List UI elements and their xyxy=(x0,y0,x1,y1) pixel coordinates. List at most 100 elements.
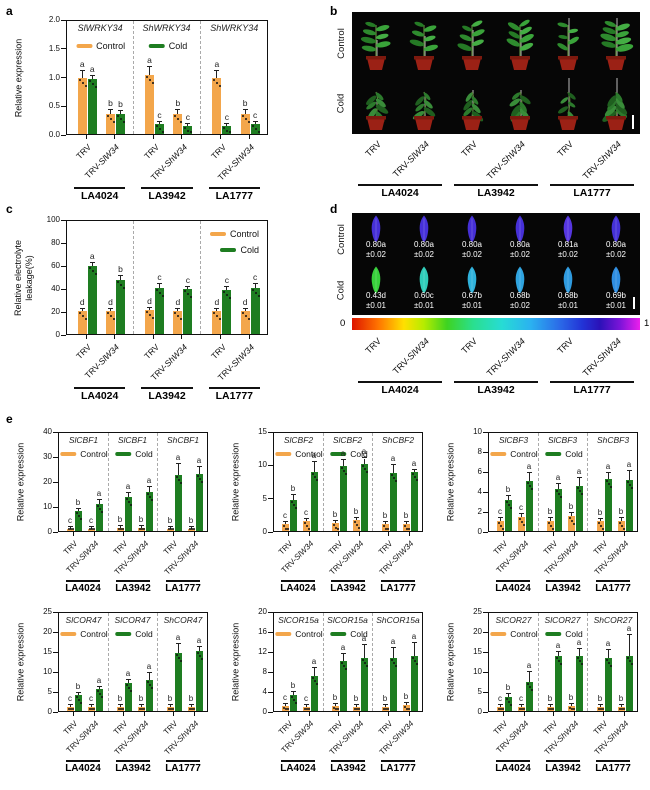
data-point-dot xyxy=(223,290,226,293)
y-axis-label: Relative expression xyxy=(444,612,456,712)
fvfm-value: 0.80a xyxy=(509,240,531,249)
treatment-gene: ShW34 xyxy=(499,336,528,364)
data-point-dot xyxy=(580,663,583,666)
data-point-dot xyxy=(403,706,406,709)
data-point-dot xyxy=(156,288,159,291)
genotype-underline xyxy=(116,580,150,582)
control-bar xyxy=(77,311,87,334)
plant-image xyxy=(506,19,534,70)
data-point-dot xyxy=(190,295,193,298)
plot-section: SlCBF3 xyxy=(538,433,588,531)
error-bar-cap xyxy=(361,643,367,645)
data-point-dot xyxy=(507,701,510,704)
y-tick-mark xyxy=(61,311,66,313)
error-bar xyxy=(69,526,71,529)
y-tick-mark xyxy=(483,651,488,653)
y-tick-mark xyxy=(61,48,66,50)
leaf-cell: 0.60c ±0.01 xyxy=(400,265,448,315)
y-tick-label: 20 xyxy=(51,307,60,316)
data-point-dot xyxy=(98,507,101,510)
genotype-underline xyxy=(208,387,260,389)
y-tick-label: 100 xyxy=(46,215,60,224)
plot-section: ShCOR27 xyxy=(588,613,638,711)
error-bar xyxy=(578,648,580,657)
plot-section: ShCBF1 xyxy=(158,433,208,531)
data-point-dot xyxy=(219,318,222,321)
sig-letter: b xyxy=(290,680,296,690)
cold-bar xyxy=(504,499,512,531)
genotype-underline xyxy=(141,187,193,189)
leaf-image xyxy=(611,215,621,243)
error-bar-cap xyxy=(547,517,553,519)
y-tick-mark xyxy=(483,531,488,533)
y-tick-label: 40 xyxy=(43,427,52,436)
genotype-label: LA4024 xyxy=(280,763,316,774)
cold-bar xyxy=(145,491,153,531)
cold-legend-label: Cold xyxy=(168,41,188,51)
treatment-gene: ShW34 xyxy=(595,336,624,364)
leaf-cell: 0.68b ±0.01 xyxy=(544,265,592,315)
error-bar xyxy=(109,309,111,312)
fvfm-error: ±0.02 xyxy=(510,301,530,310)
error-bar-cap xyxy=(79,308,85,310)
error-bar xyxy=(570,513,572,517)
y-tick-label: 20 xyxy=(258,607,267,616)
data-point-dot xyxy=(284,528,287,530)
data-point-dot xyxy=(129,689,132,692)
data-point-dot xyxy=(597,708,600,710)
error-bar xyxy=(148,486,150,492)
control-bar xyxy=(402,524,410,531)
panel-c-chart: Relative electrolyte leakage(%) 0 20 40 60 80 1… xyxy=(13,208,276,415)
data-point-dot xyxy=(216,315,219,318)
data-point-dot xyxy=(522,708,525,710)
treatment-gene: SlW34 xyxy=(405,139,432,165)
sig-letter: a xyxy=(146,661,152,671)
error-bar-cap xyxy=(497,704,503,706)
gene-header: SlCBF2 xyxy=(332,435,363,445)
fvfm-error: ±0.01 xyxy=(414,301,434,310)
error-bar xyxy=(334,704,336,707)
error-bar-cap xyxy=(382,521,388,523)
y-axis-label: Relative expression xyxy=(14,432,26,532)
x-tick-mark xyxy=(72,712,74,716)
error-bar xyxy=(69,705,71,708)
data-point-dot xyxy=(117,528,120,530)
fvfm-value: 0.43d xyxy=(365,291,387,300)
error-bar-cap xyxy=(185,122,191,124)
sig-letter: b xyxy=(332,510,338,520)
data-point-dot xyxy=(69,708,72,710)
control-legend-swatch xyxy=(209,232,226,236)
fvfm-value: 0.67b xyxy=(461,291,483,300)
row-label-text: Cold xyxy=(335,93,347,113)
control-bar xyxy=(173,311,183,334)
sig-letter: b xyxy=(618,507,624,517)
color-scale-min: 0 xyxy=(340,318,346,329)
data-point-dot xyxy=(88,79,91,82)
genotype-underline xyxy=(596,580,630,582)
data-point-dot xyxy=(81,81,84,84)
error-bar xyxy=(620,704,622,707)
error-bar-cap xyxy=(332,520,338,522)
y-tick-mark xyxy=(483,511,488,513)
fvfm-value: 0.80a xyxy=(461,240,483,249)
data-point-dot xyxy=(149,314,152,317)
legend-control: Control xyxy=(76,41,125,51)
data-point-dot xyxy=(106,115,109,118)
data-point-dot xyxy=(392,661,395,664)
data-point-dot xyxy=(622,528,625,530)
error-bar-cap xyxy=(242,308,248,310)
y-tick-mark xyxy=(53,711,58,713)
y-axis-label-text: leakage(%) xyxy=(24,254,34,301)
error-bar xyxy=(628,471,630,481)
error-bar xyxy=(119,526,121,529)
data-point-dot xyxy=(578,489,581,492)
x-tick-mark xyxy=(573,712,575,716)
error-bar-cap xyxy=(214,70,220,72)
genotype-label: LA1777 xyxy=(573,384,611,396)
data-point-dot xyxy=(605,659,608,662)
error-bar-cap xyxy=(107,108,113,110)
data-point-dot xyxy=(169,528,172,530)
error-bar xyxy=(528,473,530,482)
cold-bar xyxy=(95,689,103,711)
data-point-dot xyxy=(122,121,125,124)
